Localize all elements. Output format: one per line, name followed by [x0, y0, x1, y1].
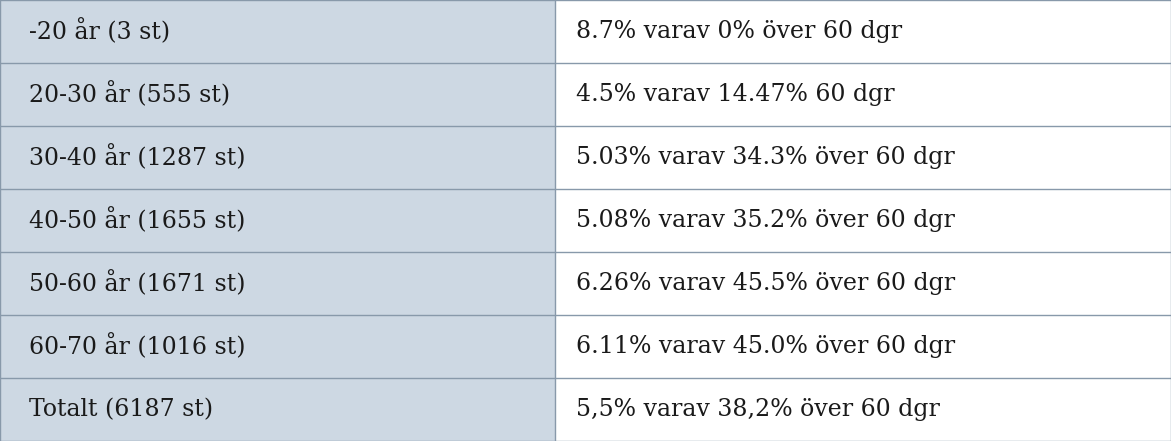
Bar: [0, 0, 555, 63]
Text: Totalt (6187 st): Totalt (6187 st): [29, 398, 213, 421]
Bar: [0, 315, 555, 378]
Text: -20 år (3 st): -20 år (3 st): [29, 19, 171, 45]
Text: 20-30 år (555 st): 20-30 år (555 st): [29, 82, 231, 108]
Text: 4.5% varav 14.47% 60 dgr: 4.5% varav 14.47% 60 dgr: [576, 83, 895, 106]
Bar: [555, 63, 1171, 126]
Text: 6.26% varav 45.5% över 60 dgr: 6.26% varav 45.5% över 60 dgr: [576, 272, 956, 295]
Text: 40-50 år (1655 st): 40-50 år (1655 st): [29, 208, 246, 233]
Bar: [555, 126, 1171, 189]
Bar: [555, 252, 1171, 315]
Bar: [555, 315, 1171, 378]
Bar: [555, 0, 1171, 63]
Bar: [0, 189, 555, 252]
Bar: [555, 378, 1171, 441]
Bar: [0, 252, 555, 315]
Bar: [0, 126, 555, 189]
Text: 30-40 år (1287 st): 30-40 år (1287 st): [29, 145, 246, 170]
Text: 60-70 år (1016 st): 60-70 år (1016 st): [29, 333, 246, 359]
Bar: [0, 63, 555, 126]
Bar: [0, 378, 555, 441]
Text: 8.7% varav 0% över 60 dgr: 8.7% varav 0% över 60 dgr: [576, 20, 903, 43]
Bar: [555, 189, 1171, 252]
Text: 5.08% varav 35.2% över 60 dgr: 5.08% varav 35.2% över 60 dgr: [576, 209, 956, 232]
Text: 5,5% varav 38,2% över 60 dgr: 5,5% varav 38,2% över 60 dgr: [576, 398, 940, 421]
Text: 50-60 år (1671 st): 50-60 år (1671 st): [29, 271, 246, 296]
Text: 5.03% varav 34.3% över 60 dgr: 5.03% varav 34.3% över 60 dgr: [576, 146, 954, 169]
Text: 6.11% varav 45.0% över 60 dgr: 6.11% varav 45.0% över 60 dgr: [576, 335, 956, 358]
